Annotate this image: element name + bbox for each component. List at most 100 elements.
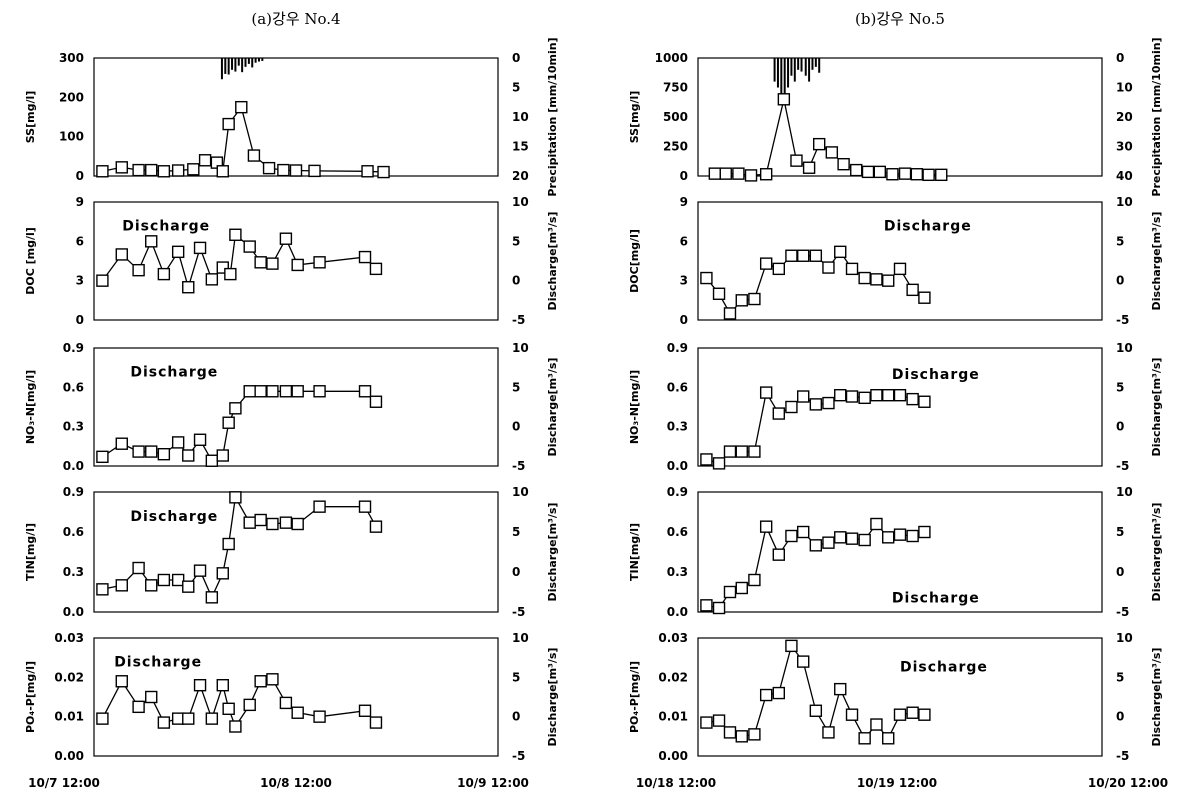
data-point xyxy=(882,389,895,402)
data-point xyxy=(235,100,248,114)
data-point xyxy=(313,385,326,398)
y-tick-label: 3 xyxy=(76,274,84,288)
plot-frame xyxy=(697,201,1103,321)
y2-tick-label: 5 xyxy=(512,81,520,95)
y2-tick-label: 10 xyxy=(1116,485,1133,499)
y2-tick-label: 5 xyxy=(512,380,520,394)
data-point xyxy=(115,161,128,174)
plot-frame xyxy=(93,347,499,467)
data-point xyxy=(759,168,773,181)
data-point xyxy=(922,168,935,182)
data-point xyxy=(870,273,883,286)
data-point xyxy=(825,146,839,159)
data-point xyxy=(723,307,737,320)
y2-tick-label: 0 xyxy=(512,51,520,65)
data-point xyxy=(822,536,835,549)
data-point xyxy=(809,398,823,411)
data-point xyxy=(193,433,207,446)
data-point xyxy=(377,165,390,179)
data-point xyxy=(870,718,883,731)
data-point xyxy=(171,712,185,725)
data-point xyxy=(182,281,195,294)
data-point xyxy=(358,385,372,398)
data-point xyxy=(361,165,374,178)
data-point xyxy=(182,449,195,462)
data-point xyxy=(772,262,785,276)
y-axis-label: NO₃-N[mg/l] xyxy=(24,370,37,444)
y-tick-label: 200 xyxy=(59,90,84,104)
data-point xyxy=(918,395,931,408)
data-point xyxy=(358,500,372,513)
data-point xyxy=(822,261,835,274)
y2-axis-label: Discharge[m³/s] xyxy=(1150,358,1163,457)
y-tick-label: 0.9 xyxy=(667,485,688,499)
y-axis-label: SS[mg/l] xyxy=(24,91,37,144)
plot-frame xyxy=(697,637,1103,757)
data-point xyxy=(700,716,713,729)
data-point xyxy=(790,154,803,167)
data-point xyxy=(279,385,293,398)
data-point xyxy=(712,714,726,727)
y2-tick-label: -5 xyxy=(1116,459,1129,473)
y2-tick-label: -5 xyxy=(1116,749,1129,763)
plot-frame xyxy=(93,491,499,613)
data-point xyxy=(171,436,185,449)
discharge-annotation: Discharge xyxy=(130,509,218,525)
data-point xyxy=(870,517,883,531)
data-point xyxy=(291,706,304,719)
y2-tick-label: -5 xyxy=(512,459,525,473)
data-point xyxy=(910,168,924,181)
data-point xyxy=(882,732,895,745)
discharge-annotation: Discharge xyxy=(122,219,210,235)
plot-frame xyxy=(93,637,499,757)
chart-b-3: 0.9 0.6 0.3 0.0 10 5 0 -5 TIN[mg/l] Discharge[m³/… xyxy=(628,485,1163,619)
data-point xyxy=(809,704,823,717)
y-axis-label: NO₃-N[mg/l] xyxy=(628,370,641,444)
data-point xyxy=(254,256,267,269)
y-axis-label: SS[mg/l] xyxy=(628,91,641,144)
data-point xyxy=(785,529,798,543)
y2-tick-label: -5 xyxy=(512,749,525,763)
data-point xyxy=(132,561,145,575)
data-point xyxy=(157,267,171,281)
discharge-annotation: Discharge xyxy=(892,591,980,607)
data-point xyxy=(254,385,267,398)
data-point xyxy=(809,539,823,552)
data-point xyxy=(712,601,726,615)
data-point xyxy=(115,579,128,592)
y2-tick-label: 20 xyxy=(1116,110,1133,124)
y2-tick-label: 10 xyxy=(512,631,529,645)
data-point xyxy=(873,165,886,179)
data-point xyxy=(182,580,195,593)
y-tick-label: 0.9 xyxy=(667,341,688,355)
data-point xyxy=(229,402,242,415)
data-point xyxy=(369,262,383,276)
data-point xyxy=(759,688,773,702)
data-point xyxy=(224,267,237,281)
y2-axis-label: Discharge[m³/s] xyxy=(1150,648,1163,747)
data-point xyxy=(712,287,726,300)
data-point xyxy=(115,675,128,688)
data-point xyxy=(723,445,737,458)
data-point xyxy=(845,532,859,545)
data-point xyxy=(96,165,109,178)
y-tick-label: 3 xyxy=(680,274,688,288)
y-tick-label: 0.6 xyxy=(667,525,688,539)
chart-a-3: 0.9 0.6 0.3 0.0 10 5 0 -5 TIN[mg/l] Discharge[m³/… xyxy=(24,485,559,619)
data-point xyxy=(858,391,871,405)
data-point xyxy=(809,249,823,262)
data-point xyxy=(906,706,919,719)
data-point xyxy=(205,273,219,286)
y-tick-label: 750 xyxy=(663,81,688,95)
data-point xyxy=(777,93,791,106)
data-point xyxy=(205,591,219,604)
panel-a-x-tick-label: 10/8 12:00 xyxy=(260,776,332,790)
data-point xyxy=(906,529,919,543)
y2-tick-label: 0 xyxy=(1116,420,1124,434)
plot-frame xyxy=(697,491,1103,613)
data-point xyxy=(266,257,279,270)
y-tick-label: 0.9 xyxy=(63,341,84,355)
data-point xyxy=(313,500,326,513)
y2-tick-label: 10 xyxy=(512,195,529,209)
y2-tick-label: 5 xyxy=(1116,525,1124,539)
